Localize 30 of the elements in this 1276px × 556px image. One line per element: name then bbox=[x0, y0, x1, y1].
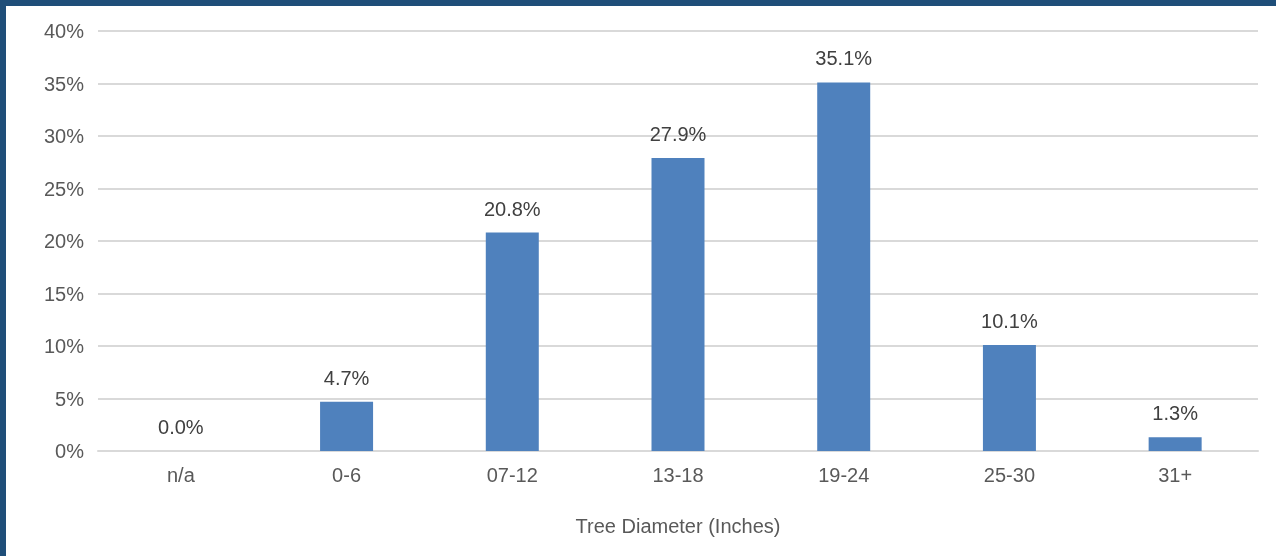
y-tick-label: 10% bbox=[43, 335, 85, 357]
x-tick-label: 19-24 bbox=[818, 464, 870, 486]
x-tick-label: 0-6 bbox=[332, 464, 362, 486]
data-label: 35.1% bbox=[815, 47, 873, 70]
x-tick-label: 25-30 bbox=[983, 464, 1036, 486]
x-tick-label: 31+ bbox=[1158, 464, 1193, 486]
data-label: 10.1% bbox=[981, 309, 1038, 332]
data-label: 0.0% bbox=[158, 416, 204, 438]
x-tick-label: n/a bbox=[166, 464, 196, 486]
y-tick-label: 20% bbox=[43, 230, 85, 252]
x-axis-title: Tree Diameter (Inches) bbox=[575, 515, 781, 537]
bar bbox=[651, 158, 705, 451]
x-tick-label: 13-18 bbox=[652, 464, 704, 486]
y-tick-label: 5% bbox=[55, 387, 85, 410]
y-tick-label: 40% bbox=[43, 20, 85, 42]
data-label: 20.8% bbox=[483, 197, 541, 220]
data-label: 1.3% bbox=[1152, 402, 1199, 425]
y-tick-label: 0% bbox=[55, 440, 85, 462]
data-label: 27.9% bbox=[649, 123, 707, 146]
y-tick-label: 15% bbox=[43, 282, 85, 305]
data-label: 4.7% bbox=[323, 366, 370, 389]
bar bbox=[320, 401, 374, 451]
bar bbox=[817, 82, 871, 451]
y-tick-label: 30% bbox=[43, 125, 85, 147]
y-tick-label: 25% bbox=[43, 177, 85, 200]
y-tick-label: 35% bbox=[43, 72, 85, 95]
bar bbox=[1148, 437, 1202, 451]
x-tick-label: 07-12 bbox=[486, 464, 538, 486]
bar bbox=[982, 344, 1036, 451]
bar bbox=[485, 232, 539, 451]
